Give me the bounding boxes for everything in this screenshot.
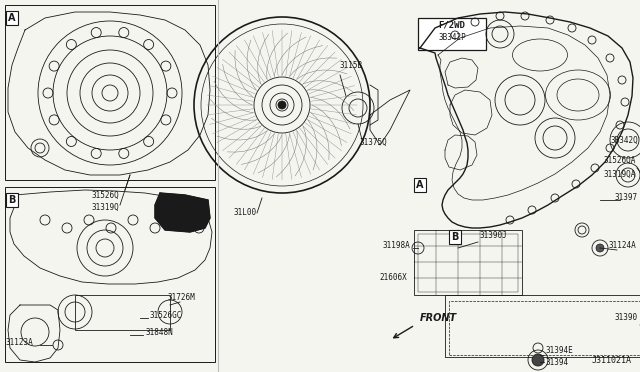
Text: 3B342P: 3B342P [438, 33, 466, 42]
Text: 31375Q: 31375Q [360, 138, 388, 147]
Text: J311021A: J311021A [592, 356, 632, 365]
Text: 31526GC: 31526GC [150, 311, 182, 320]
Text: 31124A: 31124A [608, 241, 636, 250]
Circle shape [278, 101, 286, 109]
Text: 31319Q: 31319Q [91, 203, 119, 212]
Text: A: A [8, 13, 16, 23]
Text: 31198A: 31198A [382, 241, 410, 250]
Text: 31848N: 31848N [145, 328, 173, 337]
Circle shape [532, 354, 544, 366]
Text: B: B [451, 232, 459, 242]
Text: 31397: 31397 [615, 193, 638, 202]
Text: 31394E: 31394E [545, 346, 573, 355]
Text: A: A [416, 180, 424, 190]
Bar [5, 5, 215, 180]
Polygon shape [155, 193, 210, 232]
Text: 31L00: 31L00 [234, 208, 257, 217]
Text: 31394: 31394 [545, 358, 568, 367]
Text: 31390J: 31390J [480, 231, 508, 240]
Text: 3B342Q: 3B342Q [611, 136, 638, 145]
Text: 31319QA: 31319QA [604, 170, 636, 179]
Bar [5, 187, 215, 362]
Text: B: B [8, 195, 16, 205]
Text: F/2WD: F/2WD [438, 21, 465, 30]
Text: FRONT: FRONT [420, 313, 457, 323]
Bar [414, 230, 522, 295]
Text: 31526QA: 31526QA [604, 156, 636, 165]
Circle shape [596, 244, 604, 252]
Bar [445, 295, 640, 357]
Text: 31726M: 31726M [167, 293, 195, 302]
Text: 31526Q: 31526Q [91, 191, 119, 200]
Text: 21606X: 21606X [380, 273, 407, 282]
Bar [418, 234, 518, 292]
Bar [75, 295, 170, 330]
Bar [418, 18, 486, 50]
Bar [449, 301, 640, 355]
Text: 31390: 31390 [615, 313, 638, 322]
Text: 31123A: 31123A [5, 338, 33, 347]
Text: 3115B: 3115B [340, 61, 363, 70]
